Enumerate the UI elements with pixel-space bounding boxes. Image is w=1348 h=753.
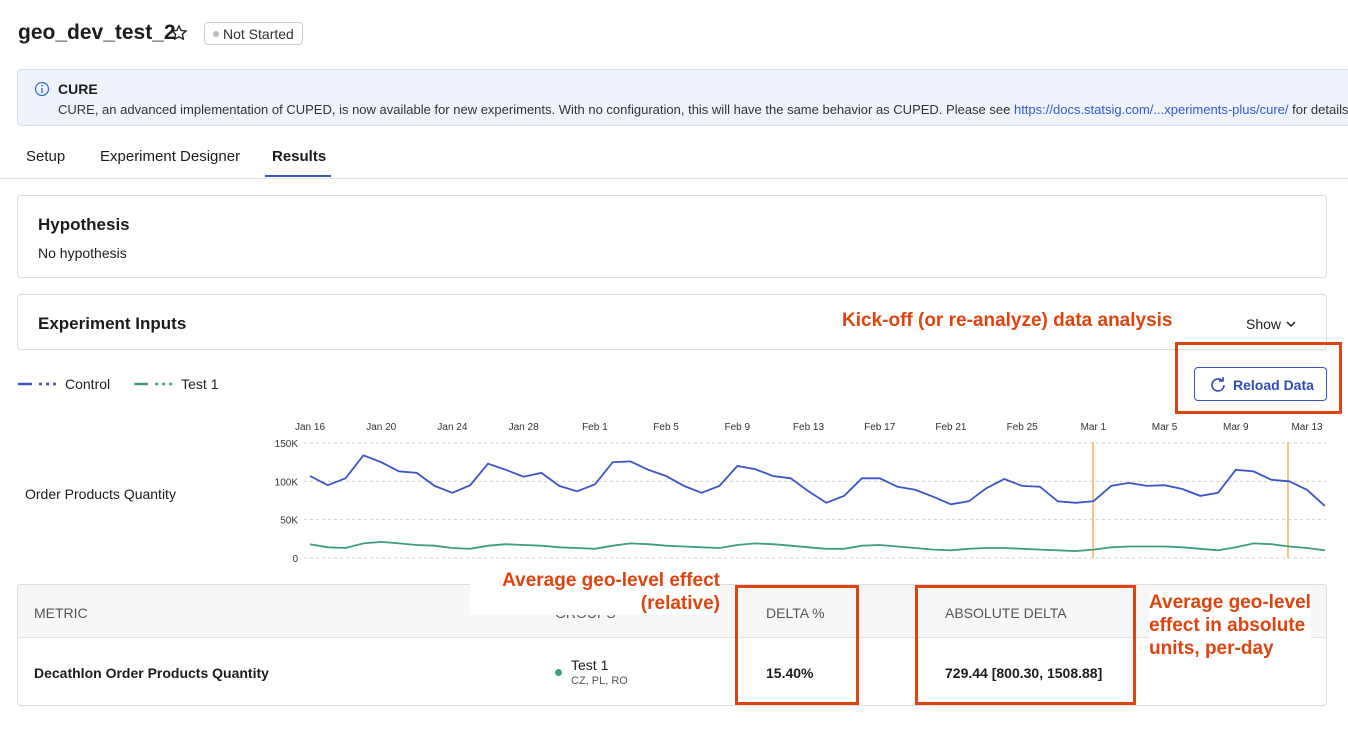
hypothesis-title: Hypothesis (38, 215, 130, 234)
experiment-title: geo_dev_test_2 (18, 21, 176, 44)
x-tick-label: Feb 17 (864, 422, 896, 433)
x-tick-label: Jan 28 (509, 422, 539, 433)
group-regions: CZ, PL, RO (571, 675, 628, 687)
delta-percent: 15.40% (766, 665, 814, 681)
info-banner: CURE CURE, an advanced implementation of… (17, 69, 1348, 126)
highlight-box (915, 585, 1136, 705)
x-tick-label: Feb 21 (935, 422, 967, 433)
annotation: Average geo-level effect (relative) (470, 569, 720, 615)
absolute-delta: 729.44 [800.30, 1508.88] (945, 665, 1103, 681)
inputs-title: Experiment Inputs (38, 314, 187, 333)
banner-text: CURE, an advanced implementation of CUPE… (58, 102, 1014, 117)
reload-button[interactable]: Reload Data (1194, 367, 1327, 401)
highlight-box (735, 585, 859, 705)
banner-text-after: for details on s (1292, 102, 1348, 117)
status-badge: Not Started (204, 22, 303, 45)
x-tick-label: Feb 13 (793, 422, 825, 433)
show-text: Show (1246, 316, 1282, 332)
hypothesis-card: Hypothesis No hypothesis (17, 195, 1327, 278)
x-tick-label: Jan 20 (366, 422, 396, 433)
inputs-card: Experiment Inputs Show (17, 294, 1327, 350)
banner-link[interactable]: https://docs.statsig.com/...xperiments-p… (1013, 102, 1289, 117)
x-tick-label: Mar 9 (1223, 422, 1249, 433)
reload-text: Reload Data (1233, 377, 1314, 393)
column-header: ABSOLUTE DELTA (945, 605, 1067, 621)
status-text: Not Started (223, 26, 294, 42)
legend-label: Control (65, 376, 110, 392)
x-tick-label: Jan 16 (295, 422, 325, 433)
y-axis-label: Order Products Quantity (25, 486, 176, 502)
star-icon[interactable] (170, 24, 188, 42)
tab-active[interactable]: Results (272, 148, 327, 165)
y-tick-label: 100K (275, 477, 299, 488)
legend-label: Test 1 (181, 376, 219, 392)
x-tick-label: Feb 25 (1007, 422, 1039, 433)
x-tick-label: Feb 5 (653, 422, 679, 433)
show-toggle[interactable]: Show (1246, 316, 1297, 332)
group-name: Test 1 (571, 657, 609, 673)
x-tick-label: Mar 13 (1291, 422, 1323, 433)
metric-name: Decathlon Order Products Quantity (34, 665, 269, 681)
x-tick-label: Jan 24 (437, 422, 467, 433)
chart: 0 50K 100K 150K Jan 16 Jan 20 Jan 24 Jan 28 Feb … (18, 376, 1326, 565)
y-tick-label: 50K (280, 516, 298, 527)
tab[interactable]: Experiment Designer (100, 148, 241, 165)
column-header: METRIC (34, 605, 88, 621)
series-line (309, 540, 1325, 553)
x-tick-label: Mar 5 (1152, 422, 1178, 433)
x-tick-label: Feb 9 (724, 422, 750, 433)
y-tick-label: 0 (292, 554, 298, 565)
series-line (309, 454, 1326, 507)
highlight-box (1175, 342, 1342, 414)
tab[interactable]: Setup (26, 148, 66, 165)
annotation: Average geo-level effect in absolute uni… (1149, 591, 1311, 660)
hypothesis-text: No hypothesis (38, 245, 127, 261)
annotation: Kick-off (or re-analyze) data analysis (842, 310, 1173, 331)
banner-title: CURE (58, 81, 98, 97)
column-header: DELTA % (766, 605, 825, 621)
x-tick-label: Mar 1 (1081, 422, 1107, 433)
x-tick-label: Feb 1 (582, 422, 608, 433)
y-tick-label: 150K (275, 439, 299, 450)
